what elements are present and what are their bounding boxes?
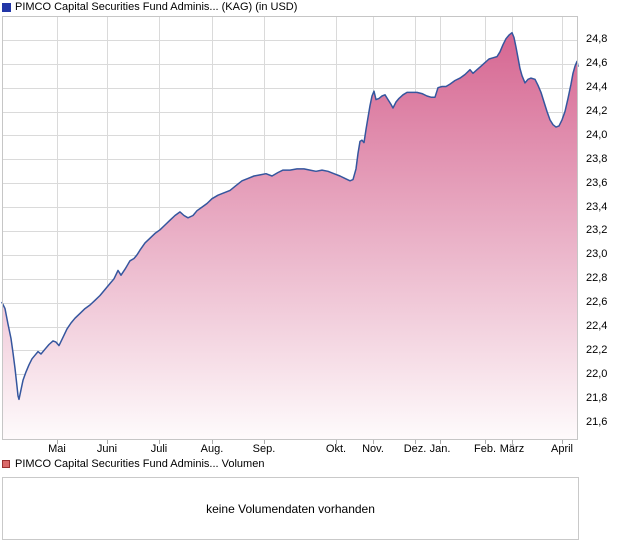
x-axis-month-label: Dez.	[403, 443, 427, 455]
y-axis-tick-label: 22,2	[586, 343, 608, 356]
volume-color-swatch-icon	[2, 460, 10, 468]
x-axis-month-label: Sep.	[252, 443, 276, 455]
y-axis-tick-label: 21,8	[586, 391, 608, 404]
y-axis-tick-label: 22,0	[586, 367, 608, 380]
no-volume-message: keine Volumendaten vorhanden	[206, 501, 375, 516]
volume-panel: keine Volumendaten vorhanden	[2, 477, 579, 540]
y-axis-tick-label: 21,6	[586, 415, 608, 428]
x-axis-month-label: Juli	[150, 443, 168, 455]
y-axis-tick-label: 23,2	[586, 224, 608, 237]
x-axis-month-label: Aug.	[200, 443, 224, 455]
chart-title-row: PIMCO Capital Securities Fund Adminis...…	[0, 0, 620, 15]
y-axis-tick-label: 24,8	[586, 33, 608, 46]
x-axis-month-label: Feb.	[473, 443, 497, 455]
y-axis-tick-label: 22,4	[586, 320, 608, 333]
volume-legend-label: PIMCO Capital Securities Fund Adminis...…	[15, 458, 265, 470]
y-axis-tick-label: 23,8	[586, 152, 608, 165]
y-axis-tick-label: 24,0	[586, 128, 608, 141]
y-axis-tick-label: 23,0	[586, 248, 608, 261]
x-axis-month-label: Mai	[48, 443, 66, 455]
y-axis-tick-label: 22,6	[586, 296, 608, 309]
chart-title: PIMCO Capital Securities Fund Adminis...…	[15, 1, 298, 13]
x-axis-month-label: Okt.	[325, 443, 347, 455]
y-axis-tick-label: 22,8	[586, 272, 608, 285]
x-axis-month-label: März	[499, 443, 525, 455]
series-color-swatch-icon	[2, 3, 11, 12]
y-axis-tick-label: 23,6	[586, 176, 608, 189]
y-axis-tick-label: 24,4	[586, 81, 608, 94]
y-axis-tick-label: 24,6	[586, 57, 608, 70]
y-axis-tick-label: 24,2	[586, 105, 608, 118]
volume-legend-row: PIMCO Capital Securities Fund Adminis...…	[0, 458, 620, 472]
x-axis-month-label: Nov.	[362, 443, 384, 455]
price-chart-plot[interactable]	[0, 0, 620, 460]
x-axis-month-label: Jan.	[429, 443, 451, 455]
x-axis-month-label: Juni	[96, 443, 118, 455]
x-axis-month-label: April	[550, 443, 574, 455]
y-axis-tick-label: 23,4	[586, 200, 608, 213]
